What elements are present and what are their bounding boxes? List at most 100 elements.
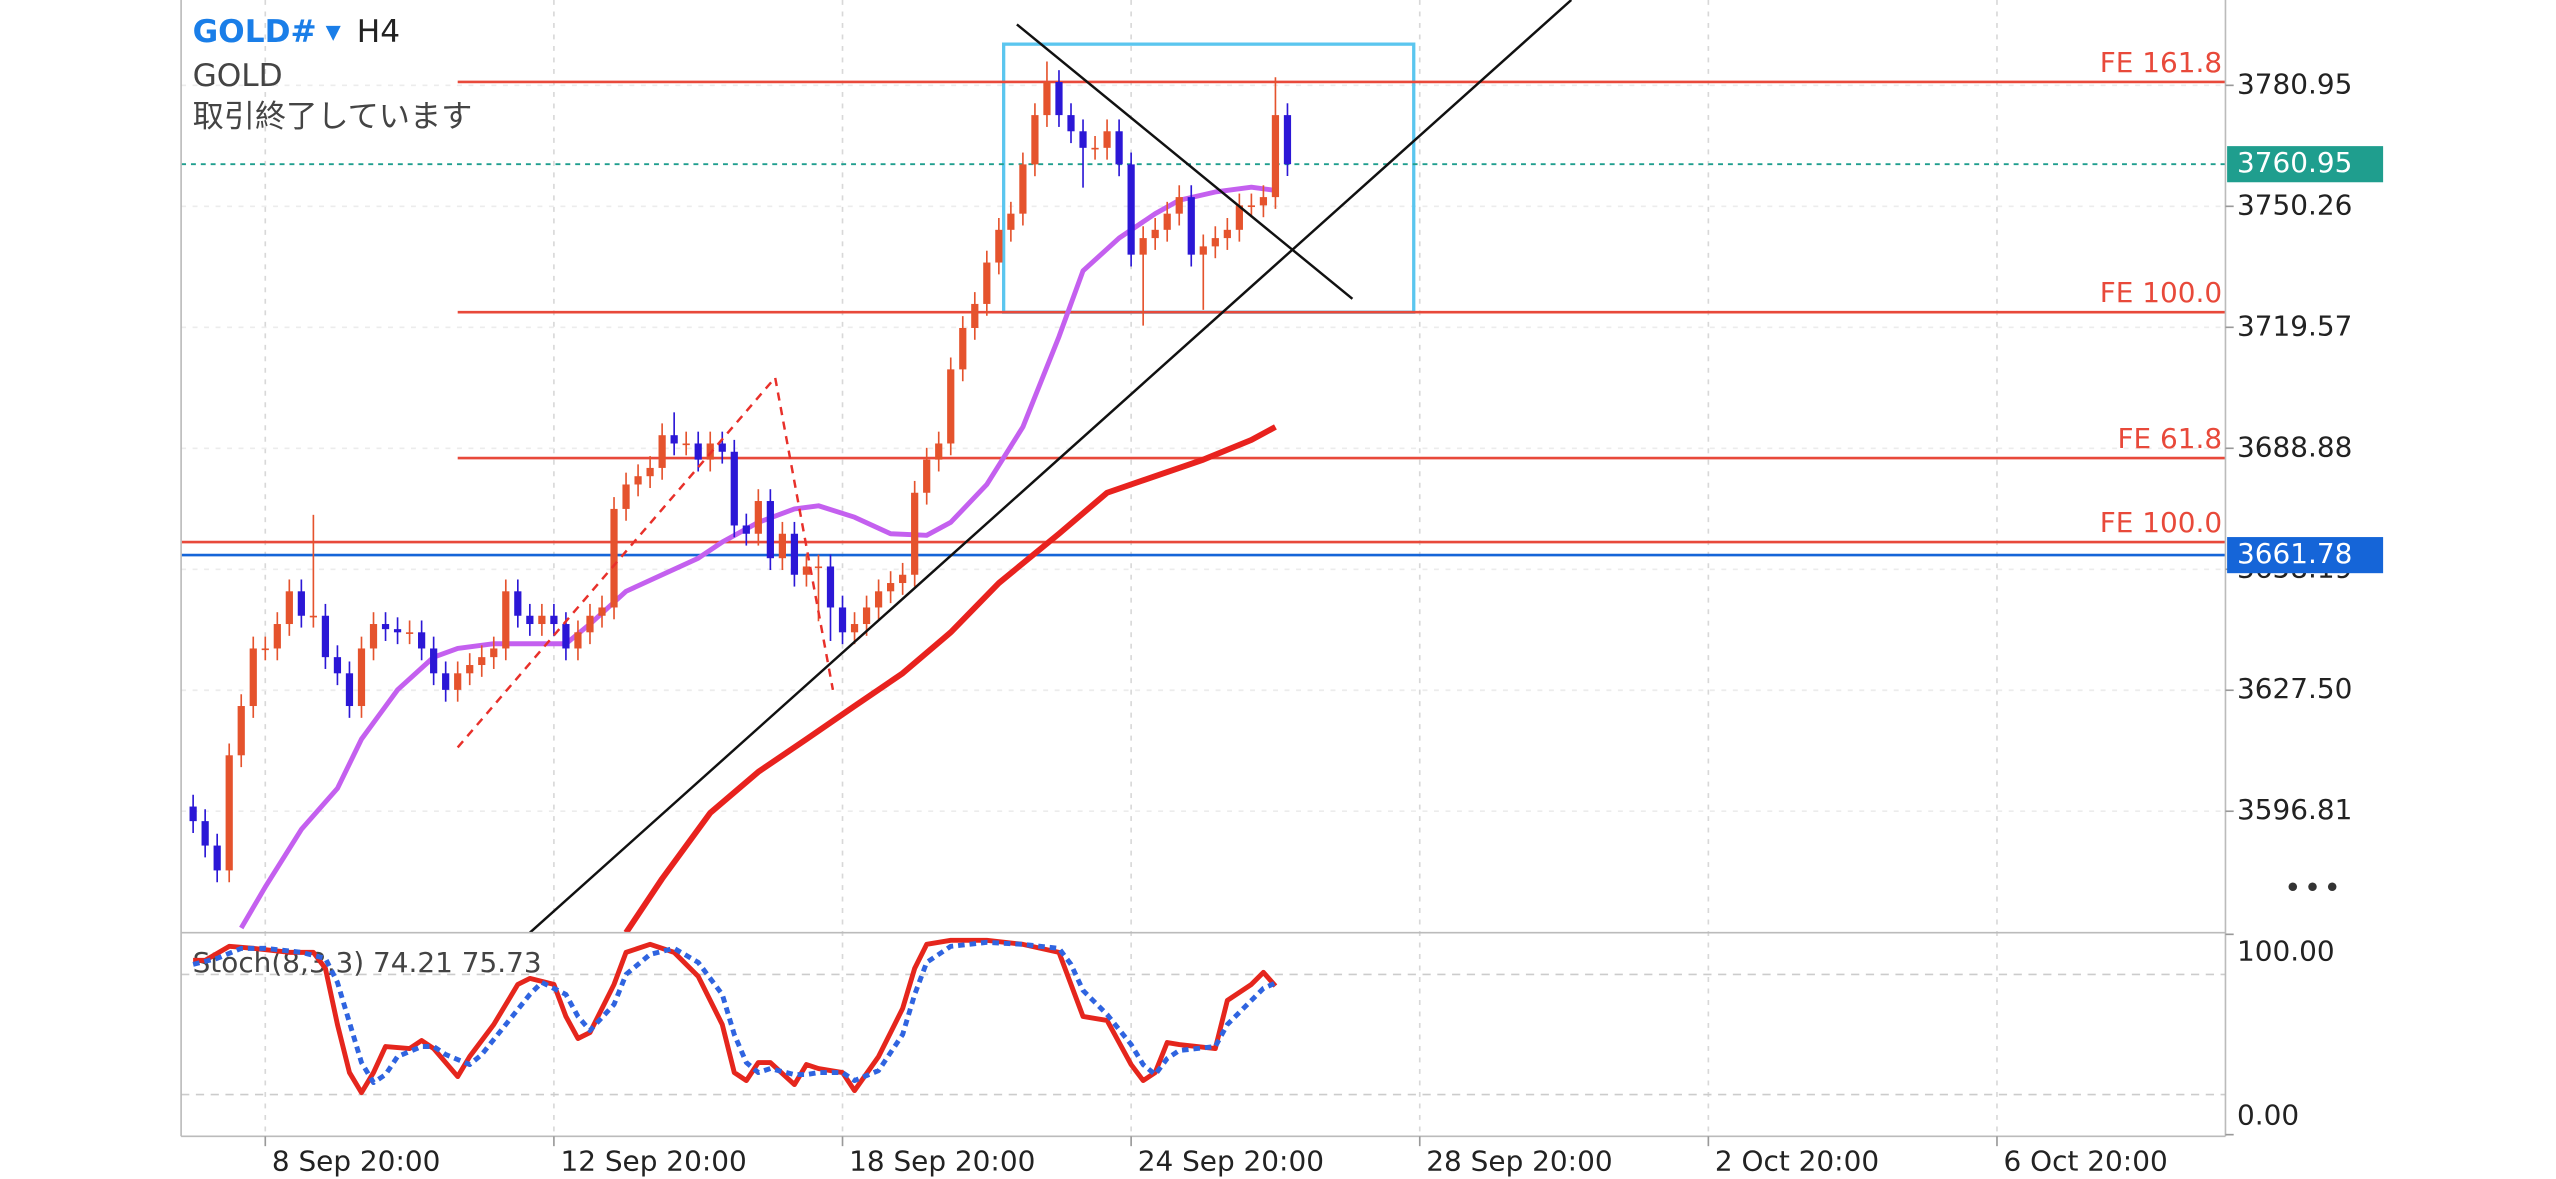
candle-body: [1235, 205, 1243, 230]
candle-body: [670, 435, 678, 444]
candle-body: [694, 443, 702, 460]
candle-body: [478, 657, 486, 666]
trendline: [456, 374, 835, 749]
stochastic-y-tick-label: 100.00: [2237, 934, 2335, 967]
candle-body: [321, 615, 330, 658]
candle-body: [995, 229, 1003, 263]
candle-body: [225, 755, 233, 871]
candle-body: [405, 632, 414, 634]
candle-body: [550, 615, 558, 625]
price-label: 3661.78: [2237, 537, 2352, 570]
symbol[interactable]: GOLD#: [193, 14, 317, 50]
symbol-dropdown-icon[interactable]: ▼: [326, 20, 342, 43]
candle-body: [742, 525, 750, 534]
candle-body: [778, 533, 786, 559]
candle-body: [658, 435, 666, 468]
candle-body: [1199, 246, 1207, 255]
candle-body: [574, 632, 582, 649]
candle-body: [357, 648, 366, 707]
candle-body: [490, 648, 498, 658]
candle-body: [838, 607, 847, 633]
candle-body: [1175, 197, 1183, 214]
candle-body: [1247, 205, 1255, 208]
stochastic-plot: Stoch(8,3,3) 74.21 75.73: [181, 937, 2226, 1096]
candle-body: [947, 369, 955, 444]
x-tick-label: 6 Oct 20:00: [2004, 1145, 2168, 1178]
candle-body: [297, 591, 305, 616]
candle-body: [923, 459, 931, 493]
menu-dot[interactable]: [2288, 882, 2298, 891]
instrument-name: GOLD: [193, 58, 283, 94]
candle-body: [1115, 131, 1123, 165]
market-status: 取引終了しています: [193, 99, 473, 135]
candle-body: [622, 484, 630, 509]
candle-body: [598, 607, 606, 616]
x-tick-label: 8 Sep 20:00: [272, 1145, 441, 1178]
stochastic-title: Stoch(8,3,3) 74.21 75.73: [193, 946, 542, 979]
candle-body: [586, 615, 594, 633]
candle-body: [935, 443, 943, 460]
candle-body: [1079, 131, 1087, 148]
candle-body: [718, 443, 726, 452]
candle-body: [1223, 229, 1231, 239]
candle-body: [454, 673, 462, 690]
candle-body: [610, 508, 618, 608]
candle-body: [261, 648, 269, 651]
y-tick-label: 3627.50: [2237, 672, 2352, 705]
candle-body: [802, 566, 811, 575]
candle-body: [862, 607, 871, 625]
y-tick-label: 3688.88: [2237, 430, 2352, 463]
candle-body: [285, 591, 293, 625]
candle-body: [730, 451, 738, 526]
y-tick-label: 3780.95: [2237, 67, 2352, 100]
fe-level-label: FE 161.8: [2100, 46, 2222, 79]
candle-body: [1271, 115, 1280, 198]
rectangle-object: [1002, 42, 1416, 314]
candle-body: [381, 624, 390, 630]
candle-body: [213, 845, 221, 871]
x-tick-label: 2 Oct 20:00: [1715, 1145, 1879, 1178]
candle-body: [790, 533, 799, 575]
labels: GOLD# ▼ H4 GOLD 取引終了しています: [193, 14, 473, 135]
timeframe: H4: [357, 14, 400, 50]
candle-body: [1007, 213, 1015, 230]
candle-body: [562, 624, 570, 649]
candle-body: [345, 673, 354, 707]
candle-body: [1139, 238, 1147, 255]
candle-body: [682, 443, 690, 446]
candle-body: [201, 821, 209, 846]
more-menu[interactable]: [2288, 882, 2337, 891]
candle-body: [826, 566, 835, 608]
candle-body: [766, 501, 774, 559]
candle-body: [538, 615, 546, 625]
candle-body: [850, 624, 859, 633]
stochastic-y-tick-label: 0.00: [2237, 1099, 2299, 1132]
candle-body: [526, 615, 534, 625]
candle-body: [1043, 81, 1051, 116]
y-tick-label: 3750.26: [2237, 188, 2352, 221]
candle-body: [1163, 213, 1171, 230]
x-tick-label: 24 Sep 20:00: [1138, 1145, 1324, 1178]
y-tick-label: 3719.57: [2237, 309, 2352, 342]
x-tick-label: 28 Sep 20:00: [1426, 1145, 1612, 1178]
menu-dot[interactable]: [2308, 882, 2317, 891]
trendline: [529, 0, 1573, 933]
stochastic-signal-line: [192, 939, 1277, 1086]
candle-body: [309, 615, 317, 618]
menu-dot[interactable]: [2327, 882, 2337, 891]
candle-body: [899, 574, 907, 584]
candle-body: [1151, 229, 1159, 239]
candle-body: [1127, 164, 1135, 255]
candle-body: [1283, 115, 1292, 165]
candle-body: [814, 566, 823, 569]
candle-body: [754, 501, 762, 534]
candle-body: [333, 657, 342, 674]
candle-body: [971, 303, 979, 328]
moving-average-line: [239, 184, 1276, 930]
candle-body: [466, 665, 474, 674]
fe-level-label: FE 61.8: [2117, 422, 2222, 455]
candle-body: [1019, 164, 1027, 214]
candle-body: [1259, 197, 1268, 206]
candle-body: [502, 591, 510, 649]
